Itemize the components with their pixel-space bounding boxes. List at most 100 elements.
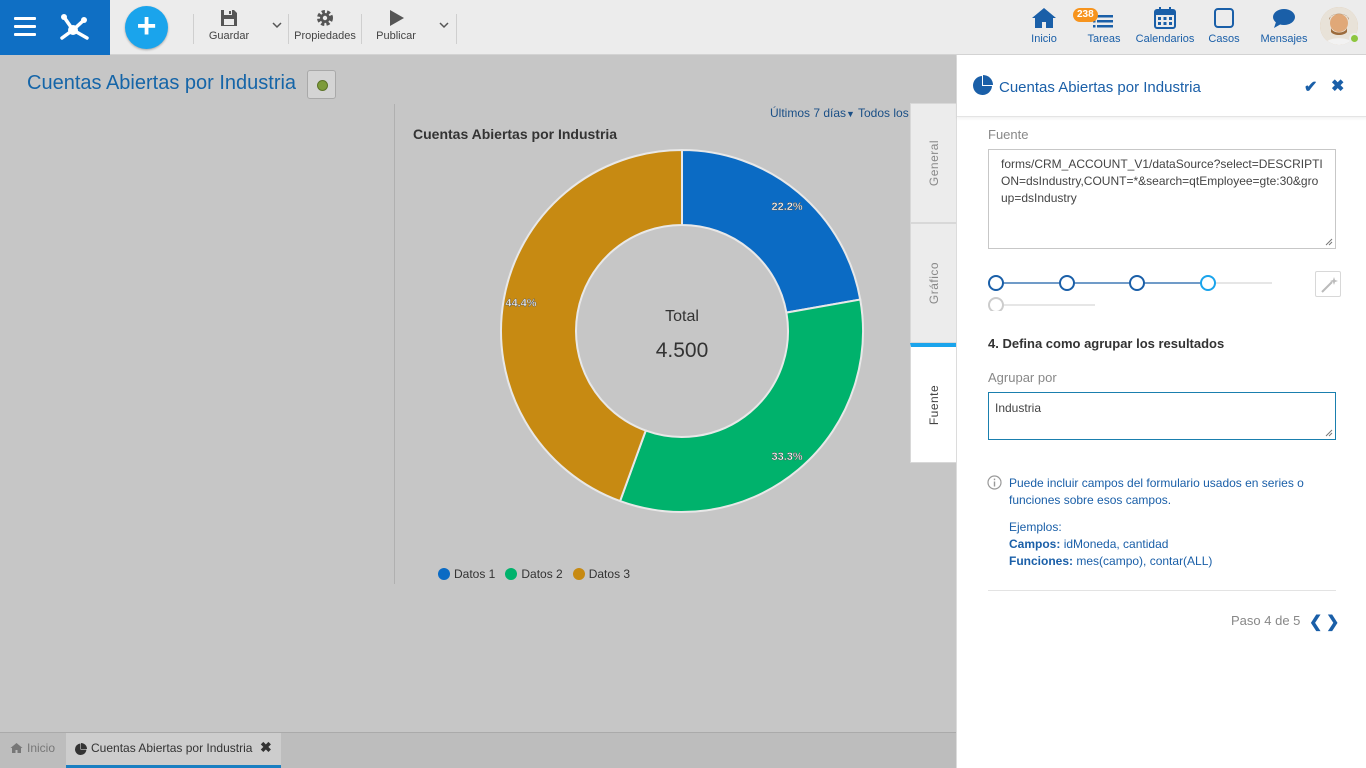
bottom-tab-active[interactable]: Cuentas Abiertas por Industria ✖ (66, 733, 281, 768)
source-label: Fuente (988, 127, 1029, 142)
functions-value: mes(campo), contar(ALL) (1076, 554, 1213, 568)
group-by-label: Agrupar por (988, 370, 1057, 385)
legend-item-2[interactable]: Datos 2 (505, 567, 563, 581)
cases-square-icon (1214, 8, 1234, 28)
step-3[interactable] (1129, 275, 1145, 291)
nav-messages[interactable]: Mensajes (1258, 6, 1310, 45)
center-total-label: Total (665, 308, 699, 325)
tab-fuente[interactable]: Fuente (910, 343, 957, 463)
slice-1[interactable] (681, 148, 862, 314)
toolbar-divider (288, 14, 289, 44)
legend-label: Datos 1 (454, 567, 496, 581)
info-icon (987, 475, 1002, 490)
chart-title: Cuentas Abiertas por Industria (413, 126, 618, 142)
examples-block: Ejemplos: Campos: idMoneda, cantidad Fun… (1009, 519, 1212, 570)
bottom-tab-home-label: Inicio (27, 741, 56, 755)
nav-calendars[interactable]: Calendarios (1134, 6, 1196, 45)
slice-2[interactable] (618, 298, 864, 513)
play-icon (390, 10, 404, 26)
hamburger-menu-icon[interactable] (14, 17, 36, 37)
chevron-left-icon[interactable]: ❮ (1309, 614, 1323, 631)
menu-block (0, 0, 110, 55)
step-title: 4. Defina como agrupar los resultados (988, 336, 1225, 351)
slice-label-3: 44.4% (505, 298, 536, 310)
slice-label-1: 22.2% (771, 201, 802, 213)
step-2[interactable] (1059, 275, 1075, 291)
home-icon (1032, 8, 1056, 28)
save-button[interactable]: Guardar (207, 8, 251, 42)
properties-button[interactable]: Propiedades (292, 8, 358, 42)
resize-handle-icon[interactable] (1325, 238, 1333, 246)
step-4-current[interactable] (1200, 275, 1216, 291)
close-tab-icon[interactable]: ✖ (260, 739, 272, 755)
publish-label: Publicar (376, 30, 416, 42)
source-textarea[interactable]: forms/CRM_ACCOUNT_V1/dataSource?select=D… (988, 149, 1336, 249)
chevron-right-icon[interactable]: ❯ (1326, 614, 1340, 631)
close-icon[interactable]: ✖ (1331, 78, 1345, 95)
step-1[interactable] (988, 275, 1004, 291)
donut-chart: 22.2% 33.3% 44.4% Total 4.500 (500, 148, 864, 513)
group-by-textarea[interactable]: Industria (988, 392, 1336, 440)
user-avatar[interactable] (1320, 7, 1358, 45)
pie-chart-icon (75, 743, 87, 755)
chat-bubble-icon (1273, 9, 1295, 28)
home-icon (10, 743, 23, 753)
nav-tasks-label: Tareas (1087, 33, 1121, 45)
legend-item-3[interactable]: Datos 3 (572, 567, 630, 581)
gear-icon (317, 10, 333, 26)
tab-general[interactable]: General (910, 103, 957, 223)
publish-button[interactable]: Publicar (373, 8, 419, 42)
pager-text: Paso 4 de 5 (1231, 613, 1301, 628)
publish-dropdown-chevron-icon[interactable] (439, 20, 449, 30)
step-5[interactable] (988, 297, 1004, 311)
legend-swatch (572, 568, 585, 580)
legend-item-1[interactable]: Datos 1 (438, 567, 495, 581)
tasks-count-badge: 238 (1073, 8, 1098, 22)
toolbar-divider (361, 14, 362, 44)
fields-value: idMoneda, cantidad (1063, 537, 1169, 551)
nav-cases[interactable]: Casos (1206, 6, 1242, 45)
tab-grafico[interactable]: Gráfico (910, 223, 957, 343)
app-logo-icon[interactable] (54, 8, 92, 46)
magic-wand-button[interactable] (1315, 271, 1341, 297)
info-text: Puede incluir campos del formulario usad… (1009, 476, 1304, 507)
slice-3[interactable] (500, 148, 683, 503)
slice-label-2: 33.3% (771, 451, 802, 463)
toolbar-divider (193, 14, 194, 44)
resize-handle-icon[interactable] (1325, 429, 1333, 437)
calendar-icon (1154, 7, 1176, 29)
fields-label: Campos: (1009, 537, 1061, 551)
nav-home[interactable]: Inicio (1026, 6, 1062, 45)
chart-legend: Datos 1 Datos 2 Datos 3 (438, 567, 640, 581)
panel-header: Cuentas Abiertas por Industria ✔ ✖ (957, 55, 1366, 117)
center-total-value: 4.500 (656, 339, 709, 362)
bottom-tab-bar: Inicio Cuentas Abiertas por Industria ✖ (0, 732, 956, 768)
scope-dropdown[interactable]: Todos los (858, 106, 909, 120)
floppy-disk-icon (221, 10, 237, 26)
legend-label: Datos 2 (521, 567, 563, 581)
chart-container (394, 104, 914, 584)
tab-fuente-label: Fuente (927, 384, 941, 425)
period-dropdown[interactable]: Últimos 7 días▼ (770, 106, 855, 120)
bottom-tab-home[interactable]: Inicio (10, 741, 55, 755)
status-indicator-button[interactable] (307, 70, 336, 99)
top-toolbar: + Guardar Propiedades Publicar Inicio Ta… (0, 0, 1366, 55)
properties-label: Propiedades (294, 30, 356, 42)
nav-messages-label: Mensajes (1260, 33, 1308, 45)
group-by-value: Industria (995, 401, 1042, 415)
nav-tasks[interactable]: Tareas (1084, 6, 1124, 45)
page-title: Cuentas Abiertas por Industria (27, 72, 297, 94)
legend-swatch (505, 568, 518, 580)
tab-general-label: General (927, 139, 941, 187)
bottom-tab-active-label: Cuentas Abiertas por Industria (91, 741, 253, 755)
examples-label: Ejemplos: (1009, 520, 1062, 534)
divider (988, 590, 1336, 591)
wizard-stepper (988, 275, 1272, 311)
save-dropdown-chevron-icon[interactable] (272, 20, 282, 30)
save-label: Guardar (208, 30, 250, 42)
functions-label: Funciones: (1009, 554, 1074, 568)
period-label: Últimos 7 días (770, 106, 847, 120)
confirm-check-icon[interactable]: ✔ (1304, 79, 1318, 96)
add-button[interactable]: + (125, 6, 168, 49)
nav-cases-label: Casos (1208, 33, 1240, 45)
